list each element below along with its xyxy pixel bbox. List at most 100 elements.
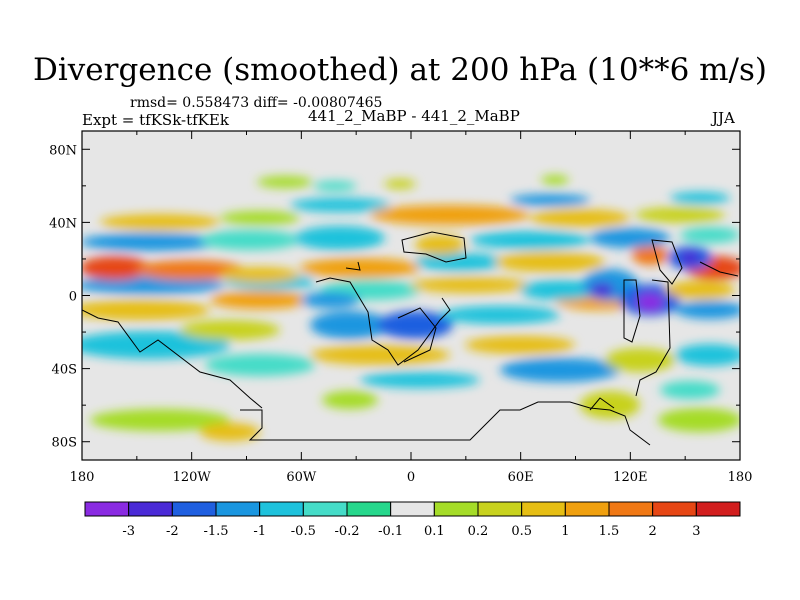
experiment-label: Expt = tfKSk-tfKEk (82, 111, 229, 129)
colorbar-label: 1 (561, 524, 569, 539)
coastline-antarctica (240, 401, 651, 446)
colorbar-swatch (652, 501, 697, 517)
field-patch (360, 372, 480, 388)
field-patch (300, 292, 360, 308)
case-label: 441_2_MaBP - 441_2_MaBP (308, 107, 520, 125)
field-patch (82, 300, 210, 320)
coastlines (82, 231, 739, 446)
colorbar-label: 2 (649, 524, 657, 539)
colorbar-swatch (302, 501, 348, 517)
season-label: JJA (712, 109, 735, 127)
x-tick-label: 60W (286, 470, 317, 485)
colorbar-swatch (259, 501, 304, 517)
colorbar-label: -3 (122, 524, 135, 539)
field-patch (415, 235, 465, 255)
colorbar-swatch (84, 501, 130, 517)
field-patch (210, 291, 310, 309)
x-tick-label: 180 (70, 470, 95, 485)
field-patch (135, 260, 245, 280)
field-patch (541, 175, 569, 185)
x-tick-label: 120E (613, 470, 647, 485)
field-patch (310, 311, 390, 339)
y-tick-label: 0 (69, 290, 77, 305)
field-patch (290, 198, 390, 212)
field-patch (590, 283, 614, 297)
colorbar-swatch (521, 501, 566, 517)
field-patch (377, 311, 453, 339)
field-patch (82, 256, 150, 280)
field-patch (495, 252, 605, 272)
colorbar-labels: -3 -2 -1.5 -1 -0.5 -0.2 -0.1 0.1 0.2 0.5 1 1.5 2 3 (122, 524, 700, 539)
coastline-east-asia (651, 239, 683, 285)
field-patch (82, 331, 230, 359)
coastline-pacific-islands (699, 261, 739, 277)
field-patch (313, 181, 357, 191)
field-patch (90, 409, 230, 431)
field-patch (82, 233, 220, 251)
colorbar-label: -2 (166, 524, 179, 539)
field-patch (500, 358, 620, 382)
colorbar-swatch (390, 501, 435, 517)
field-patch (675, 301, 740, 319)
coastline-arabia-india (401, 231, 467, 263)
x-tick-label: 0 (407, 470, 415, 485)
x-tick-label: 60E (508, 470, 534, 485)
colorbar-swatch (564, 501, 610, 517)
coastline-pacific-southwest (589, 397, 615, 411)
field-patch (220, 267, 300, 283)
y-tick-label: 40N (49, 216, 77, 231)
field-patch (530, 209, 630, 227)
y-tick-label: 40S (52, 363, 77, 378)
field-patch (675, 344, 740, 366)
colorbar-label: -1.5 (203, 524, 228, 539)
colorbar-label: 0.5 (511, 524, 532, 539)
field-patch (520, 280, 600, 300)
field-patch (465, 336, 575, 354)
field-patch (257, 176, 313, 188)
field-patch (660, 381, 720, 399)
y-tick-label: 80S (52, 436, 77, 451)
colorbar (84, 501, 741, 517)
field-patch (205, 354, 315, 376)
colorbar-label: 3 (692, 524, 700, 539)
field-patch (680, 227, 740, 243)
field-patch (590, 228, 670, 248)
field-patch (636, 293, 664, 311)
colorbar-swatch (128, 501, 173, 517)
field-patch (665, 281, 735, 299)
coastline-africa-east (397, 307, 437, 363)
field-patch (440, 306, 560, 324)
field-patch (415, 253, 505, 271)
colorbar-swatch (433, 501, 479, 517)
field-patch (384, 179, 416, 189)
field-patch (322, 391, 378, 409)
colorbar-label: -0.2 (334, 524, 359, 539)
x-tick-label: 180 (728, 470, 753, 485)
field-patch (82, 276, 225, 294)
colorbar-label: -1 (253, 524, 266, 539)
field-patch (220, 211, 300, 225)
colorbar-swatch (608, 501, 654, 517)
coastline-africa (315, 277, 451, 366)
colorbar-label: 0.2 (468, 524, 489, 539)
coastline-australia (635, 279, 671, 397)
colorbar-swatch (695, 501, 741, 517)
field-patch (370, 205, 530, 225)
colorbar-label: 1.5 (599, 524, 620, 539)
field-patch (635, 207, 725, 223)
field-patch (310, 345, 450, 365)
chart-title: Divergence (smoothed) at 200 hPa (10**6 … (33, 52, 767, 88)
divergence-field (82, 175, 740, 441)
field-patch (470, 231, 590, 249)
field-patch (200, 230, 300, 250)
colorbar-swatch (477, 501, 523, 517)
field-patch (200, 423, 260, 441)
coastline-south-america (82, 309, 263, 409)
colorbar-swatch (346, 501, 392, 517)
x-tick-label: 120W (173, 470, 212, 485)
rmsd-stats: rmsd= 0.558473 diff= -0.00807465 (130, 95, 383, 111)
coastline-central-america (345, 261, 361, 271)
field-patch (670, 192, 730, 204)
field-patch (180, 320, 280, 340)
